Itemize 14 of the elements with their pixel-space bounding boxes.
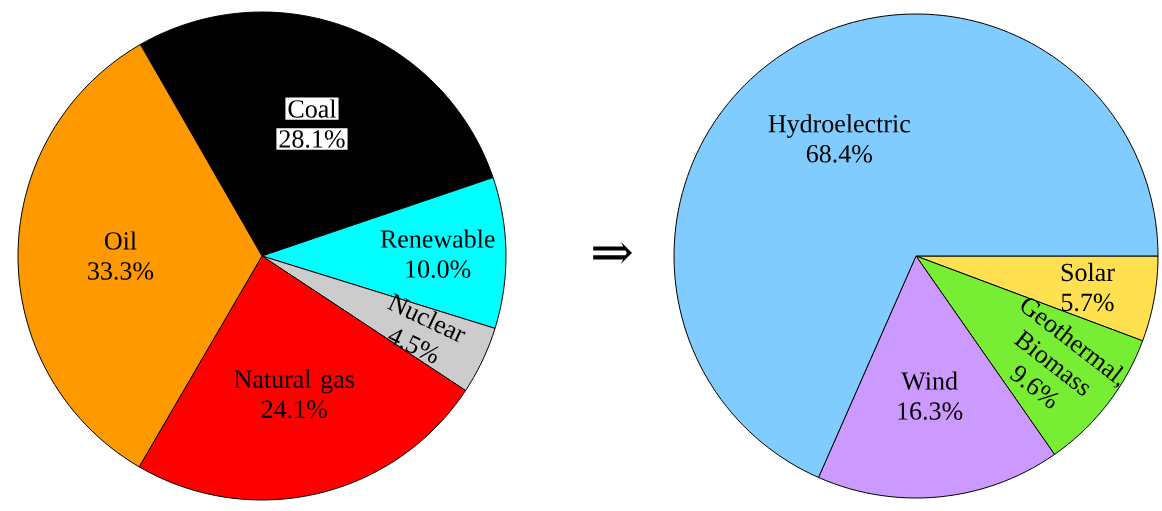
slice-label: Wind <box>901 371 958 390</box>
slice-label: Oil <box>104 231 137 250</box>
slice-label: Hydroelectric <box>768 114 910 138</box>
data-label: 68.4% <box>806 144 872 163</box>
data-label: 28.1% <box>279 130 345 148</box>
data-label: 24.1% <box>261 400 327 419</box>
slice-label: Solar <box>1061 262 1115 282</box>
data-label: 33.3% <box>88 262 154 280</box>
text: ⇒ <box>593 242 632 264</box>
slice-label: Coal <box>288 99 337 118</box>
slice-label: Renewable <box>380 229 495 248</box>
data-label: 10.0% <box>406 260 471 278</box>
data-label: 16.3% <box>898 402 963 420</box>
slice-label: Natural gas <box>234 369 354 394</box>
